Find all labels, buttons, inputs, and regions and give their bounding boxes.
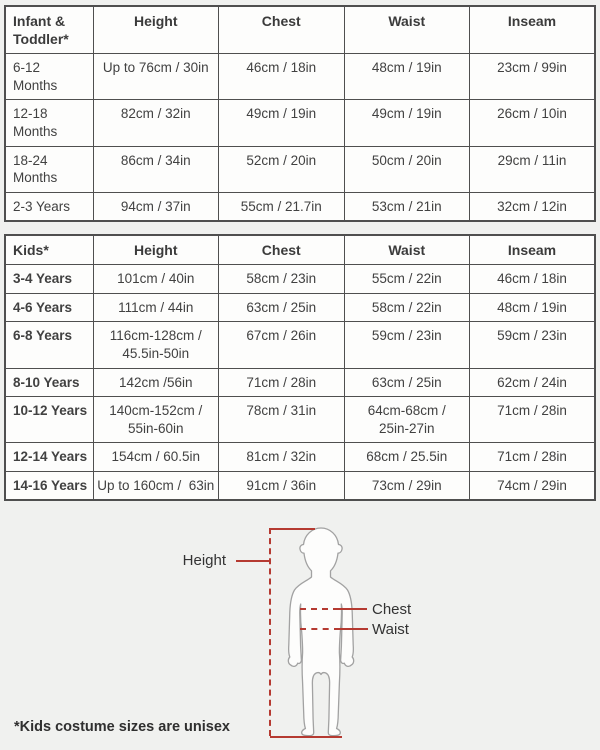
infant-toddler-size-table: Infant & Toddler* Height Chest Waist Ins… (4, 5, 596, 223)
row-label-cell: 14-16 Years (4, 470, 94, 501)
waist-cell: 50cm / 20in (343, 145, 470, 193)
waist-cell: 63cm / 25in (343, 367, 470, 398)
chest-cell: 71cm / 28in (218, 367, 345, 398)
row-label-cell: 2-3 Years (4, 191, 94, 222)
inseam-cell: 48cm / 19in (469, 292, 596, 323)
height-cell: 154cm / 60.5in (92, 442, 219, 472)
table-row: 2-3 Years 94cm / 37in 55cm / 21.7in 53cm… (4, 191, 596, 222)
column-header-chest: Chest (218, 234, 345, 266)
corner-header-kids: Kids* (4, 234, 94, 266)
inseam-cell: 23cm / 99in (469, 53, 596, 101)
table-row: 4-6 Years 111cm / 44in 63cm / 25in 58cm … (4, 292, 596, 323)
height-cell: 94cm / 37in (92, 191, 219, 222)
row-label-cell: 10-12 Years (4, 396, 94, 444)
chest-cell: 67cm / 26in (218, 321, 345, 369)
waist-pointer-line (339, 628, 368, 631)
chest-cell: 81cm / 32in (218, 442, 345, 472)
height-cell: 116cm-128cm / 45.5in-50in (92, 321, 219, 369)
inseam-cell: 46cm / 18in (469, 264, 596, 294)
waist-cell: 58cm / 22in (343, 292, 470, 323)
waist-cell: 68cm / 25.5in (343, 442, 470, 472)
height-bottom-tick (270, 736, 342, 739)
height-cell: 82cm / 32in (92, 99, 219, 147)
chest-pointer-line (338, 608, 367, 611)
row-label-cell: 18-24 Months (4, 145, 94, 193)
row-label-cell: 12-18 Months (4, 99, 94, 147)
chest-cell: 58cm / 23in (218, 264, 345, 294)
chest-cell: 78cm / 31in (218, 396, 345, 444)
column-header-height: Height (92, 5, 219, 55)
table-row: 3-4 Years 101cm / 40in 58cm / 23in 55cm … (4, 264, 596, 294)
child-figure-illustration (287, 527, 355, 737)
table-row: 6-12 Months Up to 76cm / 30in 46cm / 18i… (4, 53, 596, 101)
table-row: 14-16 Years Up to 160cm / 63in 91cm / 36… (4, 470, 596, 501)
table-row: 12-18 Months 82cm / 32in 49cm / 19in 49c… (4, 99, 596, 147)
chest-cell: 52cm / 20in (218, 145, 345, 193)
table-row: 10-12 Years 140cm-152cm / 55in-60in 78cm… (4, 396, 596, 444)
row-label-cell: 4-6 Years (4, 292, 94, 323)
height-label: Height (182, 552, 226, 570)
height-cell: 86cm / 34in (92, 145, 219, 193)
height-top-tick (270, 528, 315, 531)
child-body-outline (287, 527, 355, 737)
inseam-cell: 71cm / 28in (469, 442, 596, 472)
column-header-inseam: Inseam (469, 5, 596, 55)
header-row: Kids* Height Chest Waist Inseam (4, 234, 596, 266)
row-label-cell: 12-14 Years (4, 442, 94, 472)
measurement-diagram: Height Chest Waist *Kids costume sizes a… (0, 501, 600, 741)
row-label-cell: 6-8 Years (4, 321, 94, 369)
waist-measure-line (300, 628, 340, 631)
height-cell: 111cm / 44in (92, 292, 219, 323)
chest-label: Chest (372, 601, 412, 619)
height-cell: 140cm-152cm / 55in-60in (92, 396, 219, 444)
waist-cell: 48cm / 19in (343, 53, 470, 101)
footnote: *Kids costume sizes are unisex (14, 719, 230, 736)
kids-size-table: Kids* Height Chest Waist Inseam 3-4 Year… (4, 234, 596, 502)
inseam-cell: 59cm / 23in (469, 321, 596, 369)
corner-header-infant-toddler: Infant & Toddler* (4, 5, 94, 55)
inseam-cell: 29cm / 11in (469, 145, 596, 193)
table-row: 6-8 Years 116cm-128cm / 45.5in-50in 67cm… (4, 321, 596, 369)
chest-measure-line (300, 608, 339, 611)
chest-cell: 63cm / 25in (218, 292, 345, 323)
height-pointer-line (236, 560, 270, 563)
row-label-cell: 3-4 Years (4, 264, 94, 294)
height-measure-line (269, 528, 271, 737)
height-cell: 142cm /56in (92, 367, 219, 398)
table-row: 8-10 Years 142cm /56in 71cm / 28in 63cm … (4, 367, 596, 398)
waist-cell: 49cm / 19in (343, 99, 470, 147)
row-label-cell: 6-12 Months (4, 53, 94, 101)
inseam-cell: 74cm / 29in (469, 470, 596, 501)
inseam-cell: 32cm / 12in (469, 191, 596, 222)
chest-cell: 46cm / 18in (218, 53, 345, 101)
column-header-height: Height (92, 234, 219, 266)
inseam-cell: 62cm / 24in (469, 367, 596, 398)
waist-cell: 53cm / 21in (343, 191, 470, 222)
height-cell: 101cm / 40in (92, 264, 219, 294)
height-cell: Up to 160cm / 63in (92, 470, 219, 501)
waist-cell: 64cm-68cm / 25in-27in (343, 396, 470, 444)
inseam-cell: 26cm / 10in (469, 99, 596, 147)
column-header-waist: Waist (343, 5, 470, 55)
column-header-waist: Waist (343, 234, 470, 266)
waist-cell: 59cm / 23in (343, 321, 470, 369)
height-cell: Up to 76cm / 30in (92, 53, 219, 101)
table-row: 12-14 Years 154cm / 60.5in 81cm / 32in 6… (4, 442, 596, 472)
header-row: Infant & Toddler* Height Chest Waist Ins… (4, 5, 596, 55)
chest-cell: 55cm / 21.7in (218, 191, 345, 222)
row-label-cell: 8-10 Years (4, 367, 94, 398)
inseam-cell: 71cm / 28in (469, 396, 596, 444)
column-header-chest: Chest (218, 5, 345, 55)
waist-label: Waist (372, 621, 409, 639)
waist-cell: 73cm / 29in (343, 470, 470, 501)
chest-cell: 49cm / 19in (218, 99, 345, 147)
waist-cell: 55cm / 22in (343, 264, 470, 294)
column-header-inseam: Inseam (469, 234, 596, 266)
table-row: 18-24 Months 86cm / 34in 52cm / 20in 50c… (4, 145, 596, 193)
chest-cell: 91cm / 36in (218, 470, 345, 501)
